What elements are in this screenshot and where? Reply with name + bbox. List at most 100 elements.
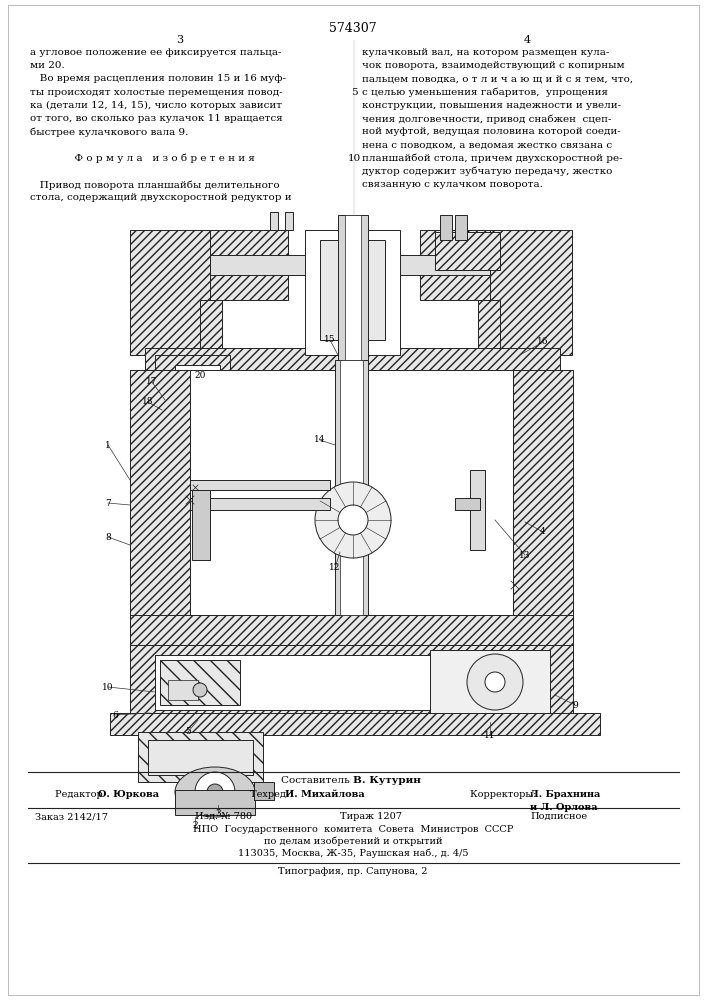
Text: И. Михайлова: И. Михайлова <box>285 790 365 799</box>
Text: 574307: 574307 <box>329 22 377 35</box>
Bar <box>305 230 400 355</box>
Text: Составитель: Составитель <box>281 776 353 785</box>
Text: 4: 4 <box>540 528 546 536</box>
Text: 11: 11 <box>484 730 496 740</box>
Text: 113035, Москва, Ж-35, Раушская наб., д. 4/5: 113035, Москва, Ж-35, Раушская наб., д. … <box>238 849 468 858</box>
Bar <box>155 355 230 410</box>
Bar <box>145 348 560 370</box>
Text: Л. Брахнина: Л. Брахнина <box>530 790 600 799</box>
Text: ка (детали 12, 14, 15), число которых зависит: ка (детали 12, 14, 15), число которых за… <box>30 101 282 110</box>
Bar <box>470 470 485 550</box>
Text: ной муфтой, ведущая половина которой соеди-: ной муфтой, ведущая половина которой сое… <box>362 127 621 136</box>
Text: 17: 17 <box>146 377 158 386</box>
Circle shape <box>315 482 391 558</box>
Text: Ф о р м у л а   и з о б р е т е н и я: Ф о р м у л а и з о б р е т е н и я <box>55 154 255 163</box>
Bar <box>270 212 278 230</box>
Bar <box>435 232 500 270</box>
Bar <box>168 680 198 700</box>
Bar <box>285 212 293 230</box>
Bar <box>320 240 385 340</box>
Bar <box>190 480 330 490</box>
Text: Тираж 1207: Тираж 1207 <box>340 812 402 821</box>
Text: 5: 5 <box>351 88 357 97</box>
Text: а угловое положение ее фиксируется пальца-: а угловое положение ее фиксируется пальц… <box>30 48 281 57</box>
Text: Техред: Техред <box>250 790 289 799</box>
Text: и Л. Орлова: и Л. Орлова <box>530 803 597 812</box>
Text: 8: 8 <box>105 532 111 542</box>
Text: пальцем поводка, о т л и ч а ю щ и й с я тем, что,: пальцем поводка, о т л и ч а ю щ и й с я… <box>362 74 633 83</box>
Text: быстрее кулачкового вала 9.: быстрее кулачкового вала 9. <box>30 127 188 137</box>
Bar <box>478 300 500 355</box>
Text: 14: 14 <box>314 436 326 444</box>
Bar <box>130 230 210 355</box>
Text: Во время расцепления половин 15 и 16 муф-: Во время расцепления половин 15 и 16 муф… <box>30 74 286 83</box>
Bar <box>192 490 210 560</box>
Text: В. Кутурин: В. Кутурин <box>353 776 421 785</box>
Text: 12: 12 <box>329 564 341 572</box>
Text: 10: 10 <box>103 682 114 692</box>
Bar <box>430 650 550 715</box>
Text: Редактор: Редактор <box>55 790 106 799</box>
Circle shape <box>197 372 213 388</box>
Text: Типография, пр. Сапунова, 2: Типография, пр. Сапунова, 2 <box>279 867 428 876</box>
Text: Привод поворота планшайбы делительного: Привод поворота планшайбы делительного <box>30 180 280 190</box>
Bar <box>338 215 368 370</box>
Text: по делам изобретений и открытий: по делам изобретений и открытий <box>264 837 443 846</box>
Bar <box>513 370 573 625</box>
Text: чения долговечности, привод снабжен  сцеп-: чения долговечности, привод снабжен сцеп… <box>362 114 612 123</box>
Text: 6: 6 <box>112 710 118 720</box>
Text: 7: 7 <box>105 498 111 508</box>
Text: 15: 15 <box>325 336 336 344</box>
Ellipse shape <box>175 767 255 817</box>
Text: 16: 16 <box>537 338 549 347</box>
Text: Заказ 2142/17: Заказ 2142/17 <box>35 812 108 821</box>
Text: 2: 2 <box>192 820 198 830</box>
Bar <box>440 215 452 240</box>
Circle shape <box>467 654 523 710</box>
Bar <box>130 615 573 645</box>
Text: планшайбой стола, причем двухскоростной ре-: планшайбой стола, причем двухскоростной … <box>362 154 623 163</box>
Text: 18: 18 <box>142 397 153 406</box>
Bar <box>210 255 490 275</box>
Bar <box>138 732 263 782</box>
Bar <box>148 740 253 775</box>
Text: с целью уменьшения габаритов,  упрощения: с целью уменьшения габаритов, упрощения <box>362 88 608 97</box>
Text: 10: 10 <box>347 154 361 163</box>
Bar <box>110 713 600 735</box>
Text: НПО  Государственного  комитета  Совета  Министров  СССР: НПО Государственного комитета Совета Мин… <box>193 825 513 834</box>
Circle shape <box>485 672 505 692</box>
Text: ми 20.: ми 20. <box>30 61 65 70</box>
Text: чок поворота, взаимодействующий с копирным: чок поворота, взаимодействующий с копирн… <box>362 61 624 70</box>
Text: 13: 13 <box>520 550 531 560</box>
Bar <box>200 300 222 355</box>
Bar <box>160 660 240 705</box>
Text: 5: 5 <box>185 728 191 736</box>
Text: 3: 3 <box>177 35 184 45</box>
Bar <box>455 215 467 240</box>
Text: конструкции, повышения надежности и увели-: конструкции, повышения надежности и увел… <box>362 101 621 110</box>
Text: связанную с кулачком поворота.: связанную с кулачком поворота. <box>362 180 543 189</box>
Bar <box>420 230 490 300</box>
Text: 4: 4 <box>523 35 530 45</box>
Circle shape <box>207 784 223 800</box>
Bar <box>455 498 480 510</box>
Bar <box>254 782 274 800</box>
Text: Корректоры:: Корректоры: <box>470 790 539 799</box>
Text: Изд. № 780: Изд. № 780 <box>195 812 252 821</box>
Text: нена с поводком, а ведомая жестко связана с: нена с поводком, а ведомая жестко связан… <box>362 140 612 149</box>
Bar <box>190 370 513 615</box>
Bar <box>155 655 545 710</box>
Text: 3: 3 <box>215 808 221 818</box>
Bar <box>340 360 363 615</box>
Text: О. Юркова: О. Юркова <box>98 790 159 799</box>
Circle shape <box>195 772 235 812</box>
Text: ты происходят холостые перемещения повод-: ты происходят холостые перемещения повод… <box>30 88 283 97</box>
Text: Подписное: Подписное <box>530 812 587 821</box>
Bar <box>190 498 330 510</box>
Circle shape <box>338 505 368 535</box>
Circle shape <box>193 683 207 697</box>
Text: 9: 9 <box>572 700 578 710</box>
Bar <box>130 645 573 720</box>
Bar <box>175 365 220 400</box>
Bar <box>210 230 288 300</box>
